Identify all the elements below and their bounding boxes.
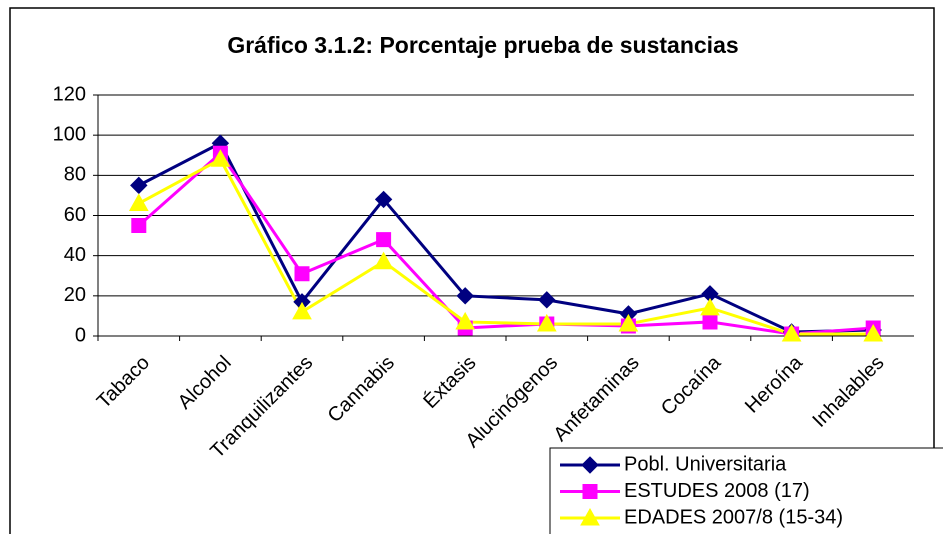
chart-border xyxy=(9,7,935,534)
data-point xyxy=(702,314,718,330)
y-tick-label: 0 xyxy=(75,324,86,346)
legend-marker xyxy=(582,484,598,499)
data-point xyxy=(536,313,557,332)
legend-marker xyxy=(580,507,600,526)
legend-label: Pobl. Universitaria xyxy=(624,453,787,475)
data-point xyxy=(294,266,310,282)
data-point xyxy=(863,323,884,342)
y-tick-label: 100 xyxy=(53,123,86,145)
legend-box xyxy=(549,447,943,534)
y-tick-label: 60 xyxy=(64,204,86,226)
data-point xyxy=(456,287,474,305)
data-point xyxy=(130,176,148,195)
y-tick-label: 80 xyxy=(64,164,86,186)
data-point xyxy=(781,323,802,342)
y-tick-label: 20 xyxy=(64,284,86,306)
data-point xyxy=(538,291,556,309)
y-tick-label: 40 xyxy=(64,244,86,266)
series-line xyxy=(137,150,874,336)
chart-title: Gráfico 3.1.2: Porcentaje prueba de sust… xyxy=(227,32,738,58)
data-point xyxy=(374,190,393,209)
data-point xyxy=(455,311,476,330)
series-line xyxy=(138,141,874,334)
legend-label: EDADES 2007/8 (15-34) xyxy=(624,506,843,528)
data-point xyxy=(210,149,231,167)
data-point xyxy=(700,297,720,316)
data-point xyxy=(292,301,312,320)
data-point xyxy=(128,193,149,211)
series-line xyxy=(138,157,874,336)
y-tick-label: 120 xyxy=(53,83,86,105)
data-point xyxy=(131,218,147,234)
data-point xyxy=(376,232,392,248)
legend-marker xyxy=(581,456,599,474)
data-point xyxy=(618,313,639,332)
legend-label: ESTUDES 2008 (17) xyxy=(624,480,810,502)
data-point xyxy=(373,251,394,270)
